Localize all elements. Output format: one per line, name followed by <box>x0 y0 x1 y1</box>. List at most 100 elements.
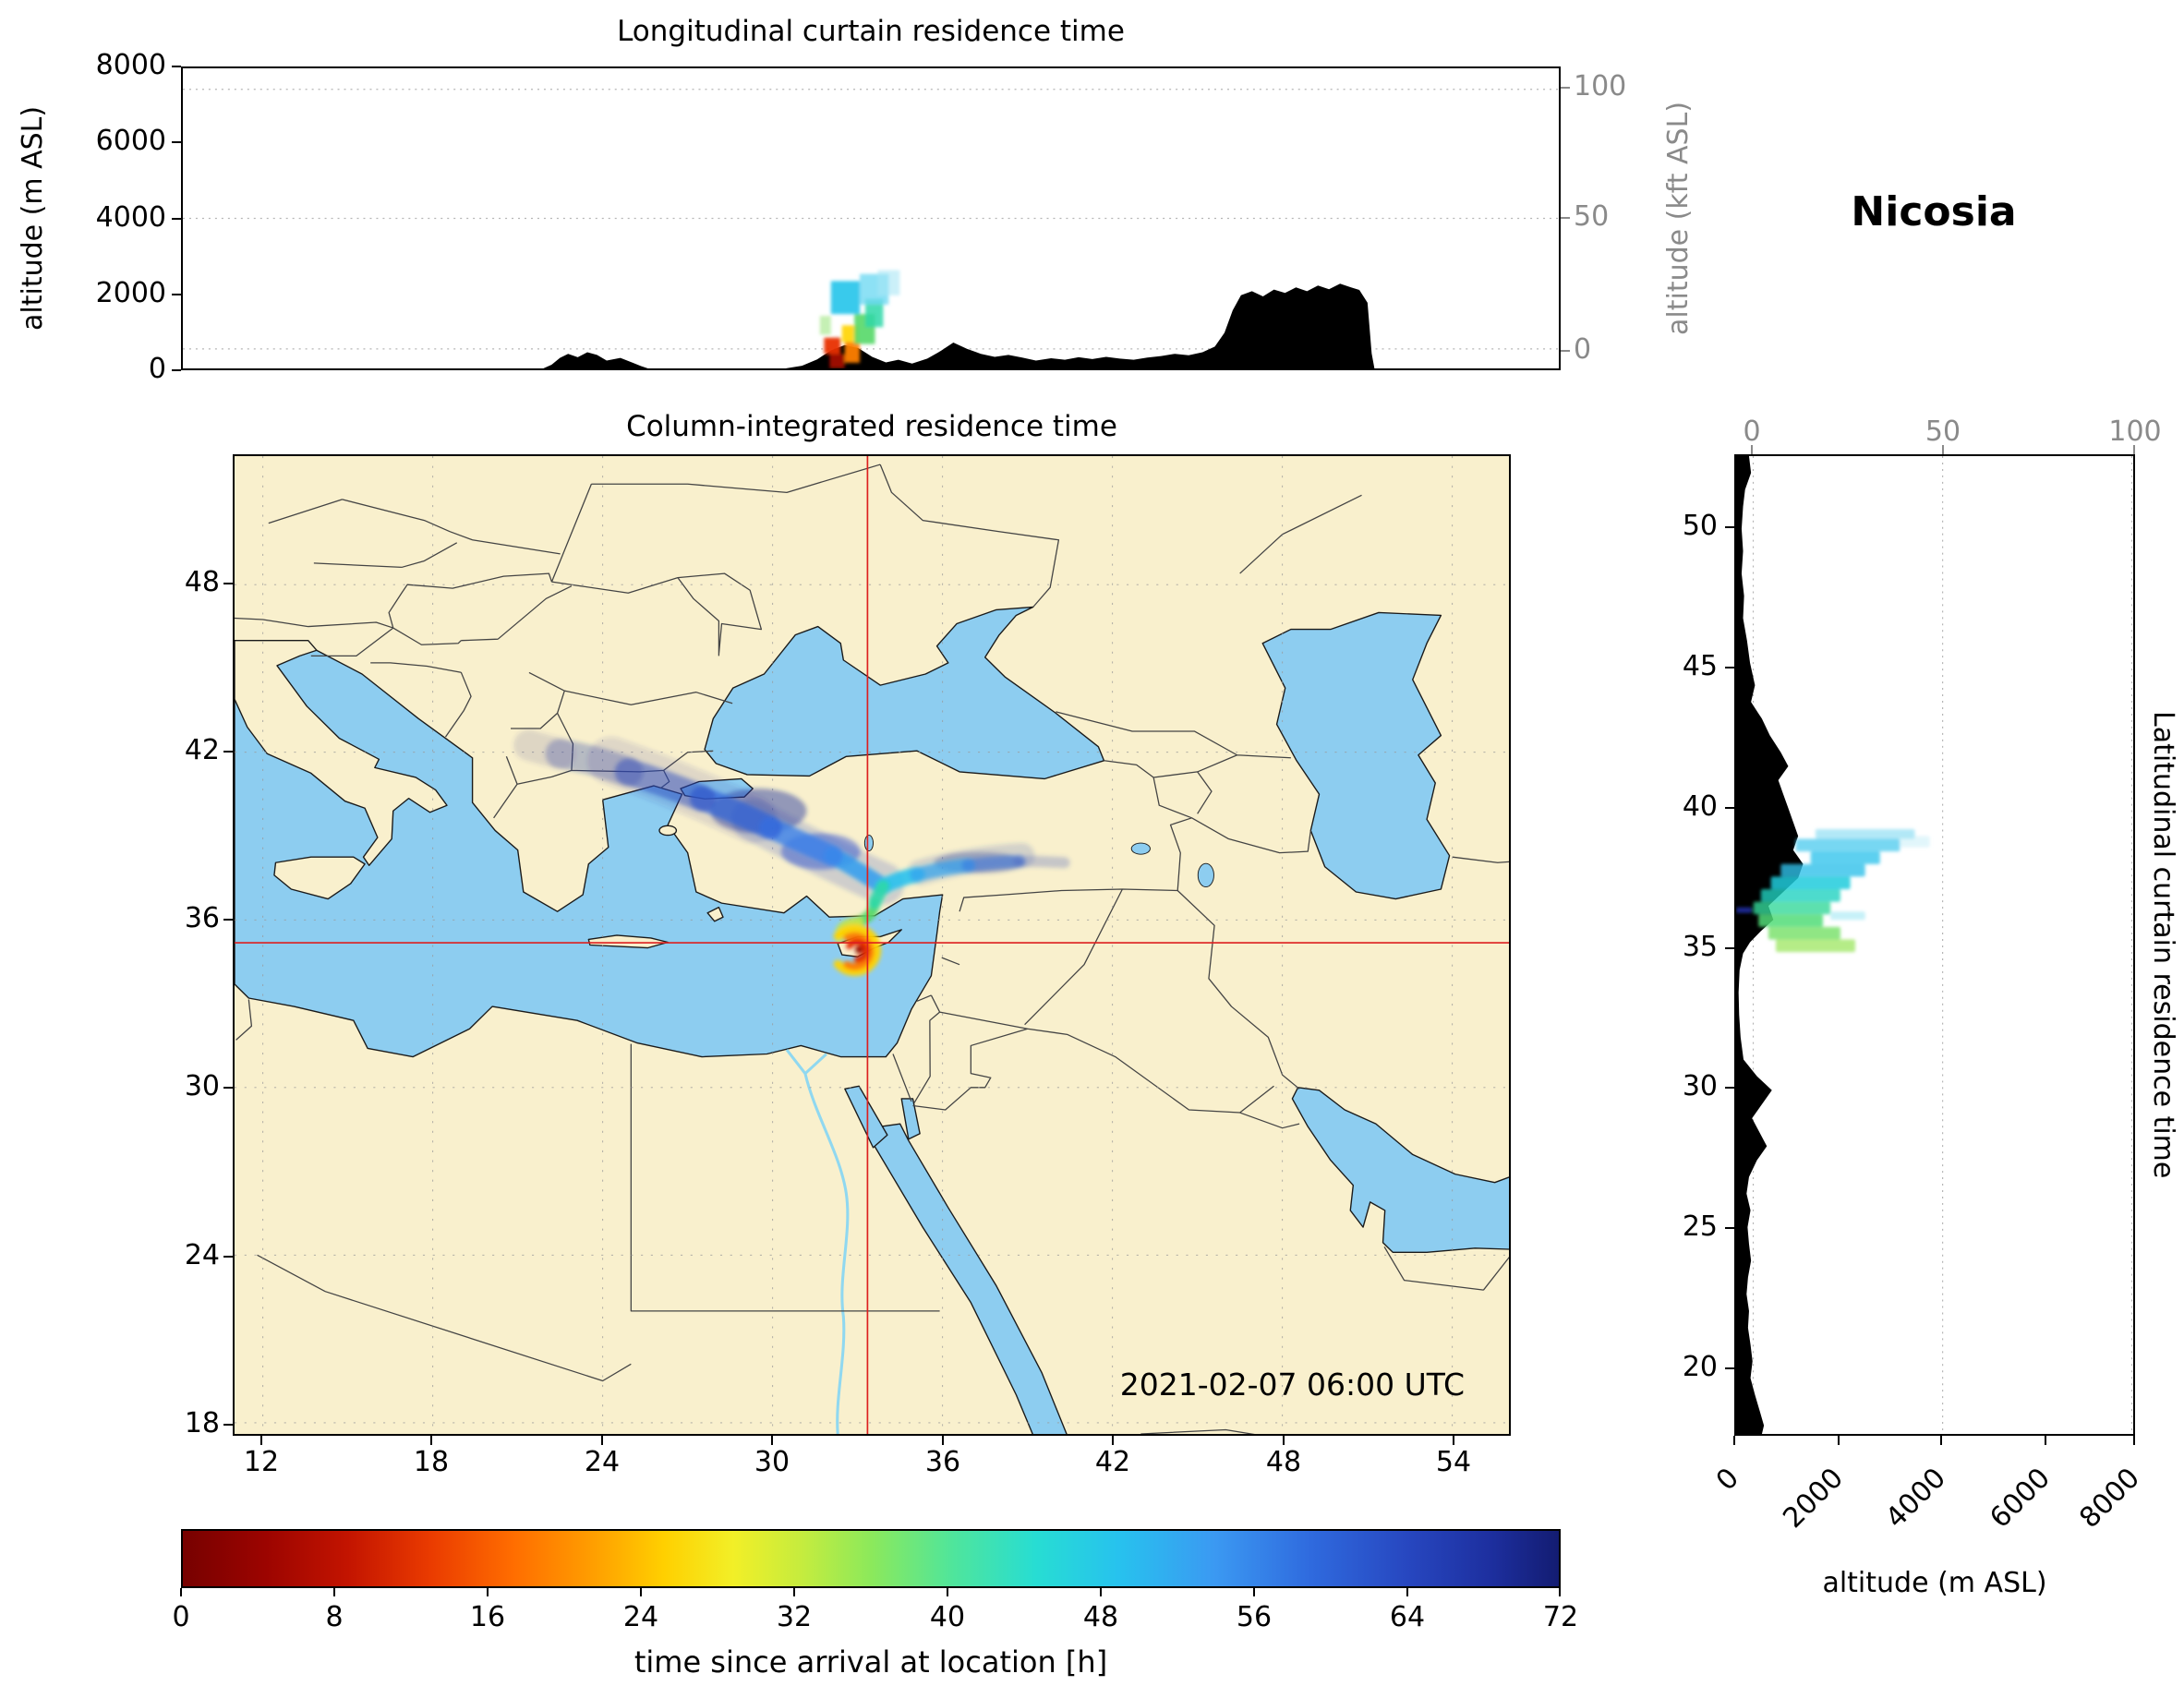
y-tick-label: 8000 <box>95 49 166 81</box>
alt-tick-label: 8000 <box>2073 1462 2147 1535</box>
alt-tick-label: 2000 <box>1777 1462 1851 1535</box>
cbar-tick-label: 72 <box>1542 1601 1579 1633</box>
alt-tick-label: 4000 <box>1879 1462 1953 1535</box>
axis-tick <box>2045 1436 2046 1445</box>
cbar-tick-label: 0 <box>172 1601 190 1633</box>
map-plot: 2021-02-07 06:00 UTC <box>233 454 1511 1436</box>
lat-tick-label: 36 <box>184 902 220 934</box>
axis-tick <box>1112 1436 1114 1445</box>
gulf-of-suez <box>844 1085 888 1149</box>
y-tick-label: 0 <box>148 353 166 385</box>
terrain-silhouette <box>1736 456 1804 1434</box>
cbar-tick-label: 40 <box>929 1601 966 1633</box>
cbar-tick-label: 8 <box>325 1601 344 1633</box>
axis-tick <box>260 1436 262 1445</box>
y-tick-label-kft: 0 <box>1574 333 1592 366</box>
top-panel-title: Longitudinal curtain residence time <box>617 15 1125 48</box>
axis-tick <box>223 583 233 584</box>
axis-tick <box>1725 1367 1734 1369</box>
lat-tick-label: 45 <box>1682 650 1718 682</box>
axis-tick <box>333 1588 335 1596</box>
residence-time-plume-map <box>513 729 1070 977</box>
cbar-tick-label: 24 <box>622 1601 659 1633</box>
axis-tick <box>1751 445 1753 454</box>
axis-tick <box>487 1588 489 1596</box>
right-panel-xlabel: altitude (m ASL) <box>1822 1567 2047 1599</box>
y-tick-label: 6000 <box>95 125 166 157</box>
axis-tick <box>223 751 233 753</box>
lat-tick-label: 50 <box>1682 510 1718 542</box>
lat-tick-label: 24 <box>184 1239 220 1271</box>
axis-tick <box>793 1588 795 1596</box>
axis-tick <box>1561 87 1570 89</box>
axis-tick <box>172 141 181 143</box>
lake-urmia <box>1197 862 1214 888</box>
cbar-tick-label: 56 <box>1236 1601 1273 1633</box>
lat-tick-label: 20 <box>1682 1351 1718 1383</box>
receptor-crosshair <box>235 456 1509 1434</box>
axis-tick <box>1838 1436 1840 1445</box>
lat-tick-label: 30 <box>1682 1070 1718 1102</box>
axis-tick <box>172 218 181 220</box>
lat-tick-label: 25 <box>1682 1210 1718 1243</box>
lon-tick-label: 54 <box>1435 1446 1472 1478</box>
cbar-tick-label: 64 <box>1389 1601 1426 1633</box>
longitudinal-curtain-svg <box>183 89 1559 368</box>
axis-tick <box>1725 1227 1734 1229</box>
red-sea <box>874 1123 1068 1434</box>
y-tick-label-kft: 50 <box>1574 200 1610 233</box>
lon-tick-label: 48 <box>1265 1446 1302 1478</box>
axis-tick <box>1561 350 1570 352</box>
lon-tick-label: 30 <box>754 1446 790 1478</box>
axis-tick <box>172 294 181 295</box>
axis-tick <box>223 1087 233 1089</box>
axis-tick <box>1453 1436 1454 1445</box>
cbar-tick-label: 48 <box>1082 1601 1119 1633</box>
crete <box>587 934 669 949</box>
axis-tick <box>430 1436 432 1445</box>
lon-tick-label: 12 <box>243 1446 280 1478</box>
axis-tick <box>180 1588 182 1596</box>
lake-van <box>1130 842 1151 855</box>
map-svg <box>235 456 1509 1434</box>
italy <box>235 640 448 866</box>
axis-tick <box>172 369 181 371</box>
kft-tick-label: 50 <box>1925 415 1961 448</box>
axis-tick <box>1100 1588 1102 1596</box>
axis-tick <box>1725 947 1734 949</box>
right-panel-ylabel: Latitudinal curtain residence time <box>2147 711 2179 1179</box>
axis-tick <box>2133 445 2135 454</box>
axis-tick <box>1725 807 1734 809</box>
axis-tick <box>1733 1436 1735 1445</box>
axis-tick <box>601 1436 603 1445</box>
kft-tick-label: 100 <box>2108 415 2162 448</box>
map-gridlines <box>235 456 1509 1434</box>
lat-tick-label: 42 <box>184 734 220 766</box>
lon-tick-label: 18 <box>413 1446 450 1478</box>
colorbar-label: time since arrival at location [h] <box>633 1644 1108 1680</box>
kft-tick-label: 0 <box>1743 415 1761 448</box>
lat-tick-label: 40 <box>1682 790 1718 823</box>
lesbos <box>658 825 678 837</box>
top-panel-ylabel-right: altitude (kft ASL) <box>1662 101 1695 336</box>
lon-tick-label: 24 <box>584 1446 621 1478</box>
country-borders <box>235 464 1509 1434</box>
lat-tick-label: 48 <box>184 566 220 598</box>
axis-tick <box>1942 445 1944 454</box>
axis-tick <box>1561 217 1570 219</box>
lat-tick-label: 30 <box>184 1070 220 1102</box>
colorbar <box>181 1529 1561 1588</box>
axis-tick <box>947 1588 948 1596</box>
alt-tick-label: 6000 <box>1984 1462 2057 1535</box>
black-sea <box>704 606 1105 780</box>
longitudinal-curtain-plot <box>181 66 1561 370</box>
axis-tick <box>1406 1588 1408 1596</box>
axis-tick <box>1725 1087 1734 1089</box>
map-title: Column-integrated residence time <box>626 410 1117 443</box>
persian-gulf <box>1291 1087 1509 1254</box>
axis-tick <box>1283 1436 1285 1445</box>
terrain-silhouette <box>183 283 1559 368</box>
axis-tick <box>172 66 181 67</box>
residence-time-plume <box>819 270 900 368</box>
